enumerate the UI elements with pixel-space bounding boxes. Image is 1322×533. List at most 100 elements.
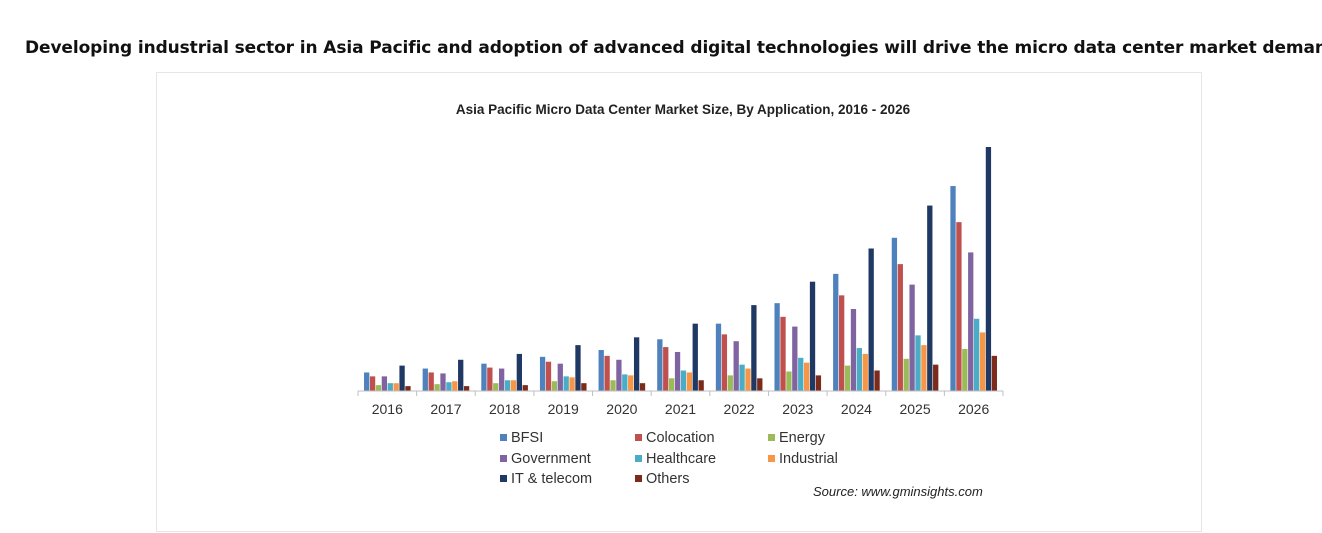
bar-2021-bfsi (657, 339, 663, 391)
bar-2018-bfsi (481, 363, 487, 391)
bar-2025-industrial (921, 345, 927, 391)
bar-2019-others (581, 383, 587, 391)
x-ticks-group (357, 391, 1004, 396)
bar-2023-it-telecom (809, 281, 816, 391)
legend-swatch (768, 434, 775, 441)
bar-2021-healthcare (680, 370, 687, 391)
bar-2017-bfsi (422, 368, 428, 391)
legend-swatch (635, 455, 642, 462)
x-tick-label-2022: 2022 (724, 401, 755, 417)
bar-2021-colocation (663, 347, 669, 391)
bar-2018-energy (493, 383, 499, 391)
bar-2023-government (792, 326, 798, 391)
bar-2026-industrial (979, 332, 986, 391)
bar-2019-energy (551, 381, 558, 391)
bar-2022-others (757, 378, 763, 391)
x-tick-label-2026: 2026 (958, 401, 989, 417)
x-tick-label-2021: 2021 (665, 401, 696, 417)
bar-2016-healthcare (387, 383, 393, 391)
bar-2019-it-telecom (575, 345, 581, 391)
bar-2022-it-telecom (751, 305, 757, 391)
bar-2019-bfsi (539, 356, 546, 391)
bar-2017-healthcare (446, 382, 452, 391)
legend-item-it-telecom: IT & telecom (500, 471, 592, 487)
bar-2017-industrial (452, 381, 458, 391)
bar-2020-government (616, 359, 622, 391)
legend-swatch (500, 475, 507, 482)
bar-2025-it-telecom (927, 205, 933, 391)
bar-2021-it-telecom (692, 323, 698, 391)
bar-2025-government (909, 284, 915, 391)
legend-label: Government (511, 451, 591, 467)
x-tick-label-2023: 2023 (782, 401, 813, 417)
legend-label: BFSI (511, 430, 544, 446)
bar-2019-colocation (545, 361, 552, 391)
legend-swatch (635, 434, 642, 441)
bar-2016-others (405, 386, 411, 391)
legend-item-others: Others (635, 471, 690, 487)
bar-2020-healthcare (622, 374, 628, 391)
bar-2023-colocation (780, 316, 786, 391)
bar-2026-government (968, 252, 974, 391)
bar-2022-colocation (721, 334, 728, 391)
bar-2017-others (463, 386, 470, 391)
bar-2016-industrial (393, 383, 399, 391)
bar-2021-government (674, 351, 681, 391)
bar-2026-healthcare (973, 318, 980, 391)
bar-2024-colocation (839, 295, 845, 391)
legend-swatch (768, 455, 775, 462)
legend-item-bfsi: BFSI (500, 430, 543, 446)
bar-2026-others (991, 355, 997, 391)
x-tick-label-2019: 2019 (548, 401, 579, 417)
bar-2023-others (815, 375, 822, 391)
bar-2019-government (557, 363, 563, 391)
page-headline: Developing industrial sector in Asia Pac… (25, 38, 1322, 58)
bar-2023-bfsi (774, 303, 780, 391)
bar-2019-healthcare (563, 376, 569, 391)
bar-2025-bfsi (891, 237, 898, 391)
bar-2020-colocation (604, 355, 610, 391)
legend-swatch (635, 475, 642, 482)
bar-2018-healthcare (504, 380, 511, 391)
bar-2022-industrial (745, 368, 751, 391)
bar-2026-energy (962, 349, 968, 391)
bar-2016-colocation (369, 376, 376, 391)
x-tick-label-2024: 2024 (841, 401, 872, 417)
bar-2025-healthcare (915, 335, 921, 391)
bar-2020-energy (610, 380, 616, 391)
legend-item-colocation: Colocation (635, 430, 715, 446)
bar-2016-government (381, 376, 388, 391)
bar-2024-others (874, 370, 880, 391)
legend-label: Energy (779, 430, 825, 446)
chart-card: Asia Pacific Micro Data Center Market Si… (156, 72, 1202, 532)
x-tick-label-2018: 2018 (489, 401, 520, 417)
x-tick-label-2017: 2017 (430, 401, 461, 417)
legend-item-healthcare: Healthcare (635, 451, 716, 467)
bar-2022-bfsi (715, 323, 722, 391)
bar-2020-bfsi (598, 350, 604, 391)
x-tick-label-2025: 2025 (899, 401, 930, 417)
x-tick-labels-group: 2016 2017 2018 2019 2020 2021 2022 2023 2024 2025… (372, 401, 990, 417)
legend-label: Others (646, 471, 690, 487)
bar-2026-it-telecom (985, 147, 992, 391)
bar-2022-healthcare (739, 364, 745, 391)
bar-2017-government (440, 373, 446, 391)
bar-2018-others (522, 385, 528, 391)
legend-item-energy: Energy (768, 430, 825, 446)
legend-label: IT & telecom (511, 471, 593, 487)
bar-2020-others (639, 383, 646, 391)
bar-2018-colocation (487, 367, 493, 391)
legend-label: Healthcare (646, 451, 717, 467)
bar-2016-energy (375, 385, 382, 391)
bar-2024-industrial (862, 353, 868, 391)
chart-svg: Asia Pacific Micro Data Center Market Si… (357, 102, 1004, 417)
bar-2018-industrial (510, 380, 517, 391)
bar-2026-bfsi (950, 186, 956, 391)
bar-2018-government (498, 368, 505, 391)
bar-2025-energy (903, 358, 909, 391)
bar-2017-it-telecom (458, 359, 464, 391)
bar-2025-others (933, 364, 939, 391)
legend-item-industrial: Industrial (768, 451, 838, 467)
legend-swatch (500, 455, 507, 462)
chart-title: Asia Pacific Micro Data Center Market Si… (456, 102, 911, 117)
